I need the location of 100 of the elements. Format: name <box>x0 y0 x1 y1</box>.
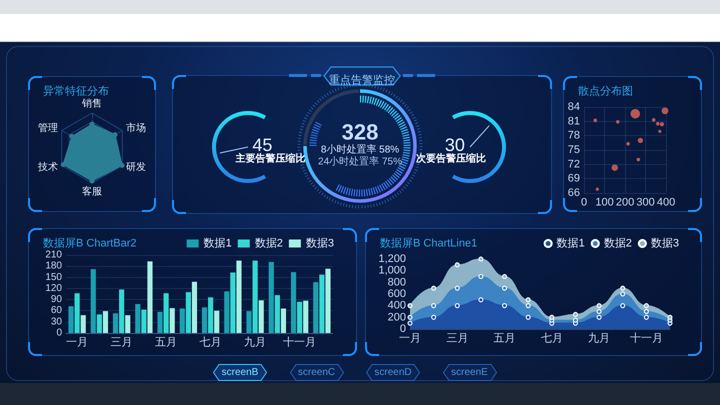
y-tick-label: 78 <box>568 130 580 142</box>
x-tick-label: 0 <box>580 196 588 208</box>
y-tick-label: 800 <box>388 276 406 288</box>
bar <box>202 307 208 333</box>
x-tick-label: 七月 <box>540 332 563 344</box>
bar <box>135 304 140 333</box>
bar <box>297 302 302 333</box>
bar <box>112 313 118 333</box>
x-tick-label: 三月 <box>446 332 468 344</box>
bar <box>192 282 198 333</box>
chart-title: 数据屏B ChartBar2 <box>43 238 137 250</box>
y-tick-label: 1,200 <box>378 253 406 265</box>
spoke-label: 管理 <box>38 123 58 134</box>
y-tick-label: 90 <box>50 294 62 306</box>
y-tick-label: 81 <box>568 115 580 128</box>
x-tick-label: 一月 <box>399 332 421 344</box>
x-tick-label: 五月 <box>494 332 516 344</box>
y-tick-label: 72 <box>568 158 580 170</box>
y-tick-label: 84 <box>568 101 580 113</box>
legend-label: 数据2 <box>604 238 632 250</box>
bar <box>90 269 96 333</box>
x-tick-label: 九月 <box>588 332 610 344</box>
x-tick-label: 100 <box>595 196 614 208</box>
text: 328 <box>342 120 378 144</box>
bar <box>313 282 318 333</box>
text: 24小时处置率 75% <box>318 156 402 168</box>
legend-label: 数据3 <box>650 238 680 250</box>
bar <box>290 272 296 333</box>
category-label: 次要告警压缩比 <box>416 152 486 164</box>
x-tick-label: 十一月 <box>630 332 663 344</box>
bar <box>208 297 214 333</box>
x-tick-label: 三月 <box>110 336 133 348</box>
y-tick-label: 600 <box>388 288 406 300</box>
chart-title: 异常特征分布 <box>43 84 109 98</box>
y-tick-label: 60 <box>50 305 62 316</box>
bar <box>268 262 274 333</box>
bar <box>214 310 220 333</box>
bar <box>325 268 331 333</box>
y-tick-label: 200 <box>388 311 406 324</box>
y-tick-label: 30 <box>50 316 62 328</box>
x-tick-label: 一月 <box>66 336 88 348</box>
bar <box>303 300 308 333</box>
y-tick-label: 66 <box>568 187 580 199</box>
tab-button: screenD <box>366 364 420 381</box>
x-tick-label: 300 <box>636 196 655 208</box>
bar <box>274 295 280 333</box>
category-label: 主要告警压缩比 <box>234 152 306 164</box>
spoke-label: 销售 <box>81 98 102 110</box>
bar <box>246 311 252 333</box>
text: 8小时处置率 58% <box>320 144 400 156</box>
x-tick-label: 400 <box>656 196 676 208</box>
bar <box>164 293 169 333</box>
chart-title: 散点分布图 <box>578 84 633 98</box>
bar <box>186 292 191 333</box>
bar <box>96 314 102 333</box>
spoke-label: 客服 <box>82 186 102 198</box>
tab-button: screenE <box>442 364 496 381</box>
legend-label: 数据1 <box>204 238 232 250</box>
bar <box>230 272 236 333</box>
y-tick-label: 0 <box>400 323 406 335</box>
legend-label: 数据3 <box>306 238 334 250</box>
y-tick-label: 75 <box>568 144 580 156</box>
bar <box>80 315 86 333</box>
bar <box>102 311 108 333</box>
bar <box>180 308 185 333</box>
bar <box>252 260 258 333</box>
y-tick-label: 150 <box>45 272 62 283</box>
legend-label: 数据1 <box>556 238 585 250</box>
x-tick-label: 九月 <box>244 336 266 348</box>
spoke-label: 技术 <box>37 161 58 173</box>
spoke-label: 研发 <box>126 162 146 173</box>
text: 重点告警监控 <box>329 74 395 86</box>
bar <box>170 308 175 333</box>
bar <box>258 300 264 333</box>
bar <box>125 315 130 333</box>
bar <box>68 306 74 333</box>
tab-button: screenB <box>213 364 267 381</box>
bar <box>119 290 124 333</box>
bar <box>224 291 230 333</box>
y-tick-label: 400 <box>388 300 406 312</box>
y-tick-label: 69 <box>568 172 580 185</box>
x-tick-label: 七月 <box>200 336 222 348</box>
tab-button: screenC <box>290 364 344 381</box>
y-tick-label: 210 <box>45 250 62 260</box>
x-tick-label: 十一月 <box>283 336 316 348</box>
x-tick-label: 五月 <box>155 336 178 348</box>
chart-title: 数据屏B ChartLine1 <box>380 238 478 250</box>
bar <box>141 310 146 333</box>
y-tick-label: 120 <box>45 282 62 294</box>
x-tick-label: 200 <box>616 196 634 208</box>
bar <box>157 312 163 333</box>
bar <box>74 293 80 333</box>
y-tick-label: 1,000 <box>378 264 406 277</box>
bar <box>319 274 324 333</box>
legend-label: 数据2 <box>254 238 283 250</box>
bar <box>280 308 286 333</box>
y-tick-label: 180 <box>45 260 62 272</box>
spoke-label: 市场 <box>126 122 146 134</box>
bar <box>236 260 242 333</box>
bar <box>147 261 153 333</box>
